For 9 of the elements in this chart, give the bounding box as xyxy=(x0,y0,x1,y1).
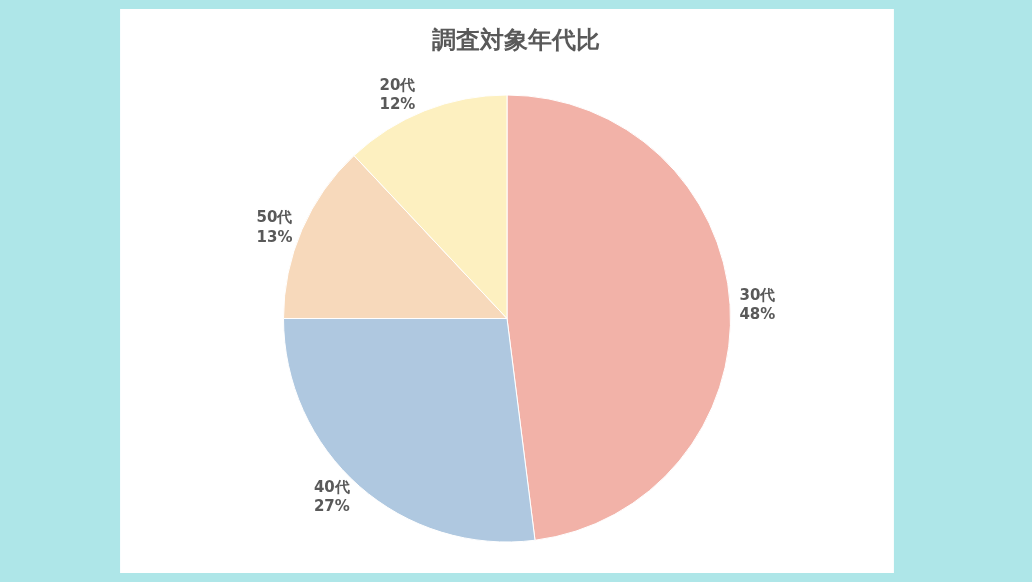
data-label: 13% xyxy=(256,227,293,246)
data-label: 27% xyxy=(313,497,350,516)
slice-label: 30代 xyxy=(739,285,776,304)
slice-label: 50代 xyxy=(256,208,293,227)
data-label: 48% xyxy=(739,305,776,324)
data-label: 12% xyxy=(379,95,416,114)
chart-title: 調査対象年代比 xyxy=(432,26,600,55)
slice-label: 20代 xyxy=(379,75,416,94)
slice-label: 40代 xyxy=(313,477,350,496)
